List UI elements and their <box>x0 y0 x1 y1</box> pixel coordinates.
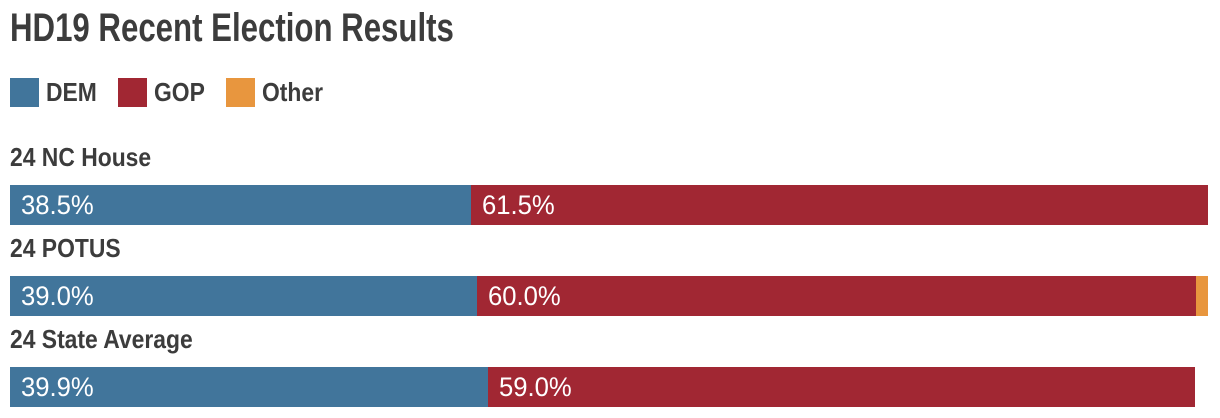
stacked-bar: 39.9% 59.0% <box>10 367 1208 407</box>
bar-segment-dem: 39.9% <box>10 367 488 407</box>
bar-segment-other <box>1196 276 1208 316</box>
legend-label-other: Other <box>261 77 323 107</box>
chart-row-nc-house: 24 NC House 38.5% 61.5% <box>10 142 1208 225</box>
bar-value-label-gop: 61.5% <box>482 189 555 220</box>
bar-value-label-dem: 39.0% <box>21 280 94 311</box>
bar-segment-dem: 39.0% <box>10 276 478 316</box>
bar-value-label-gop: 60.0% <box>488 280 561 311</box>
legend-item-dem: DEM <box>10 77 104 108</box>
legend-item-other: Other <box>225 77 331 108</box>
legend-item-gop: GOP <box>117 77 212 108</box>
chart-row-state-average: 24 State Average 39.9% 59.0% <box>10 324 1208 407</box>
legend-swatch-gop <box>117 78 147 107</box>
bar-segment-gop: 59.0% <box>488 367 1195 407</box>
row-label: 24 NC House <box>10 142 152 172</box>
legend-label-gop: GOP <box>153 77 205 107</box>
legend-swatch-other <box>225 78 255 107</box>
chart-row-potus: 24 POTUS 39.0% 60.0% <box>10 233 1208 316</box>
election-results-chart: HD19 Recent Election Results DEM GOP Oth… <box>10 6 1208 407</box>
row-label: 24 State Average <box>10 324 193 354</box>
legend: DEM GOP Other <box>10 77 1208 108</box>
bar-segment-dem: 38.5% <box>10 185 472 225</box>
bar-segment-gop: 61.5% <box>471 185 1208 225</box>
legend-label-dem: DEM <box>46 77 97 107</box>
stacked-bar: 38.5% 61.5% <box>10 185 1208 225</box>
stacked-bar: 39.0% 60.0% <box>10 276 1208 316</box>
legend-swatch-dem <box>10 78 39 107</box>
bar-value-label-dem: 39.9% <box>21 371 94 402</box>
chart-rows: 24 NC House 38.5% 61.5% 24 POTUS 39.0% 6… <box>10 142 1208 407</box>
row-label: 24 POTUS <box>10 233 121 263</box>
bar-value-label-gop: 59.0% <box>499 371 572 402</box>
chart-title: HD19 Recent Election Results <box>10 6 454 50</box>
bar-segment-gop: 60.0% <box>477 276 1197 316</box>
bar-value-label-dem: 38.5% <box>21 189 94 220</box>
